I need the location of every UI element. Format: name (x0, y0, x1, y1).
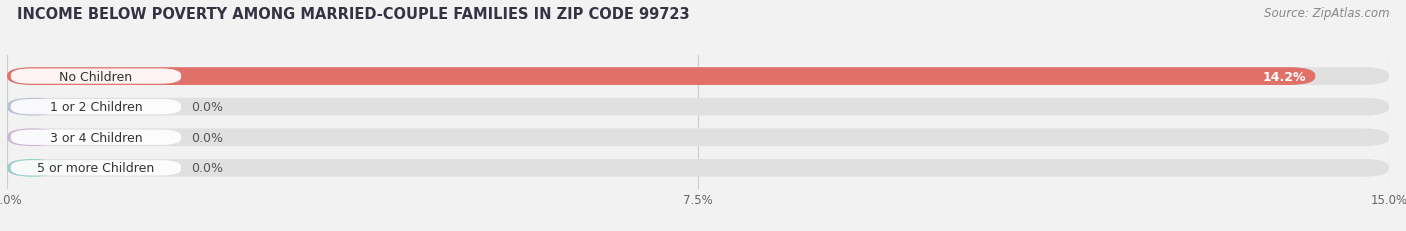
FancyBboxPatch shape (7, 68, 1389, 85)
Text: 5 or more Children: 5 or more Children (38, 162, 155, 175)
Text: 3 or 4 Children: 3 or 4 Children (49, 131, 142, 144)
Text: INCOME BELOW POVERTY AMONG MARRIED-COUPLE FAMILIES IN ZIP CODE 99723: INCOME BELOW POVERTY AMONG MARRIED-COUPL… (17, 7, 689, 22)
Text: Source: ZipAtlas.com: Source: ZipAtlas.com (1264, 7, 1389, 20)
Text: No Children: No Children (59, 70, 132, 83)
FancyBboxPatch shape (11, 161, 181, 176)
FancyBboxPatch shape (7, 159, 1389, 177)
FancyBboxPatch shape (7, 68, 1316, 85)
FancyBboxPatch shape (7, 98, 1389, 116)
FancyBboxPatch shape (7, 98, 58, 116)
FancyBboxPatch shape (11, 69, 181, 84)
FancyBboxPatch shape (7, 129, 1389, 146)
FancyBboxPatch shape (7, 159, 58, 177)
FancyBboxPatch shape (11, 100, 181, 115)
Text: 0.0%: 0.0% (191, 162, 224, 175)
Text: 14.2%: 14.2% (1263, 70, 1306, 83)
FancyBboxPatch shape (7, 129, 58, 146)
Text: 0.0%: 0.0% (191, 101, 224, 114)
Text: 0.0%: 0.0% (191, 131, 224, 144)
Text: 1 or 2 Children: 1 or 2 Children (49, 101, 142, 114)
FancyBboxPatch shape (11, 130, 181, 145)
